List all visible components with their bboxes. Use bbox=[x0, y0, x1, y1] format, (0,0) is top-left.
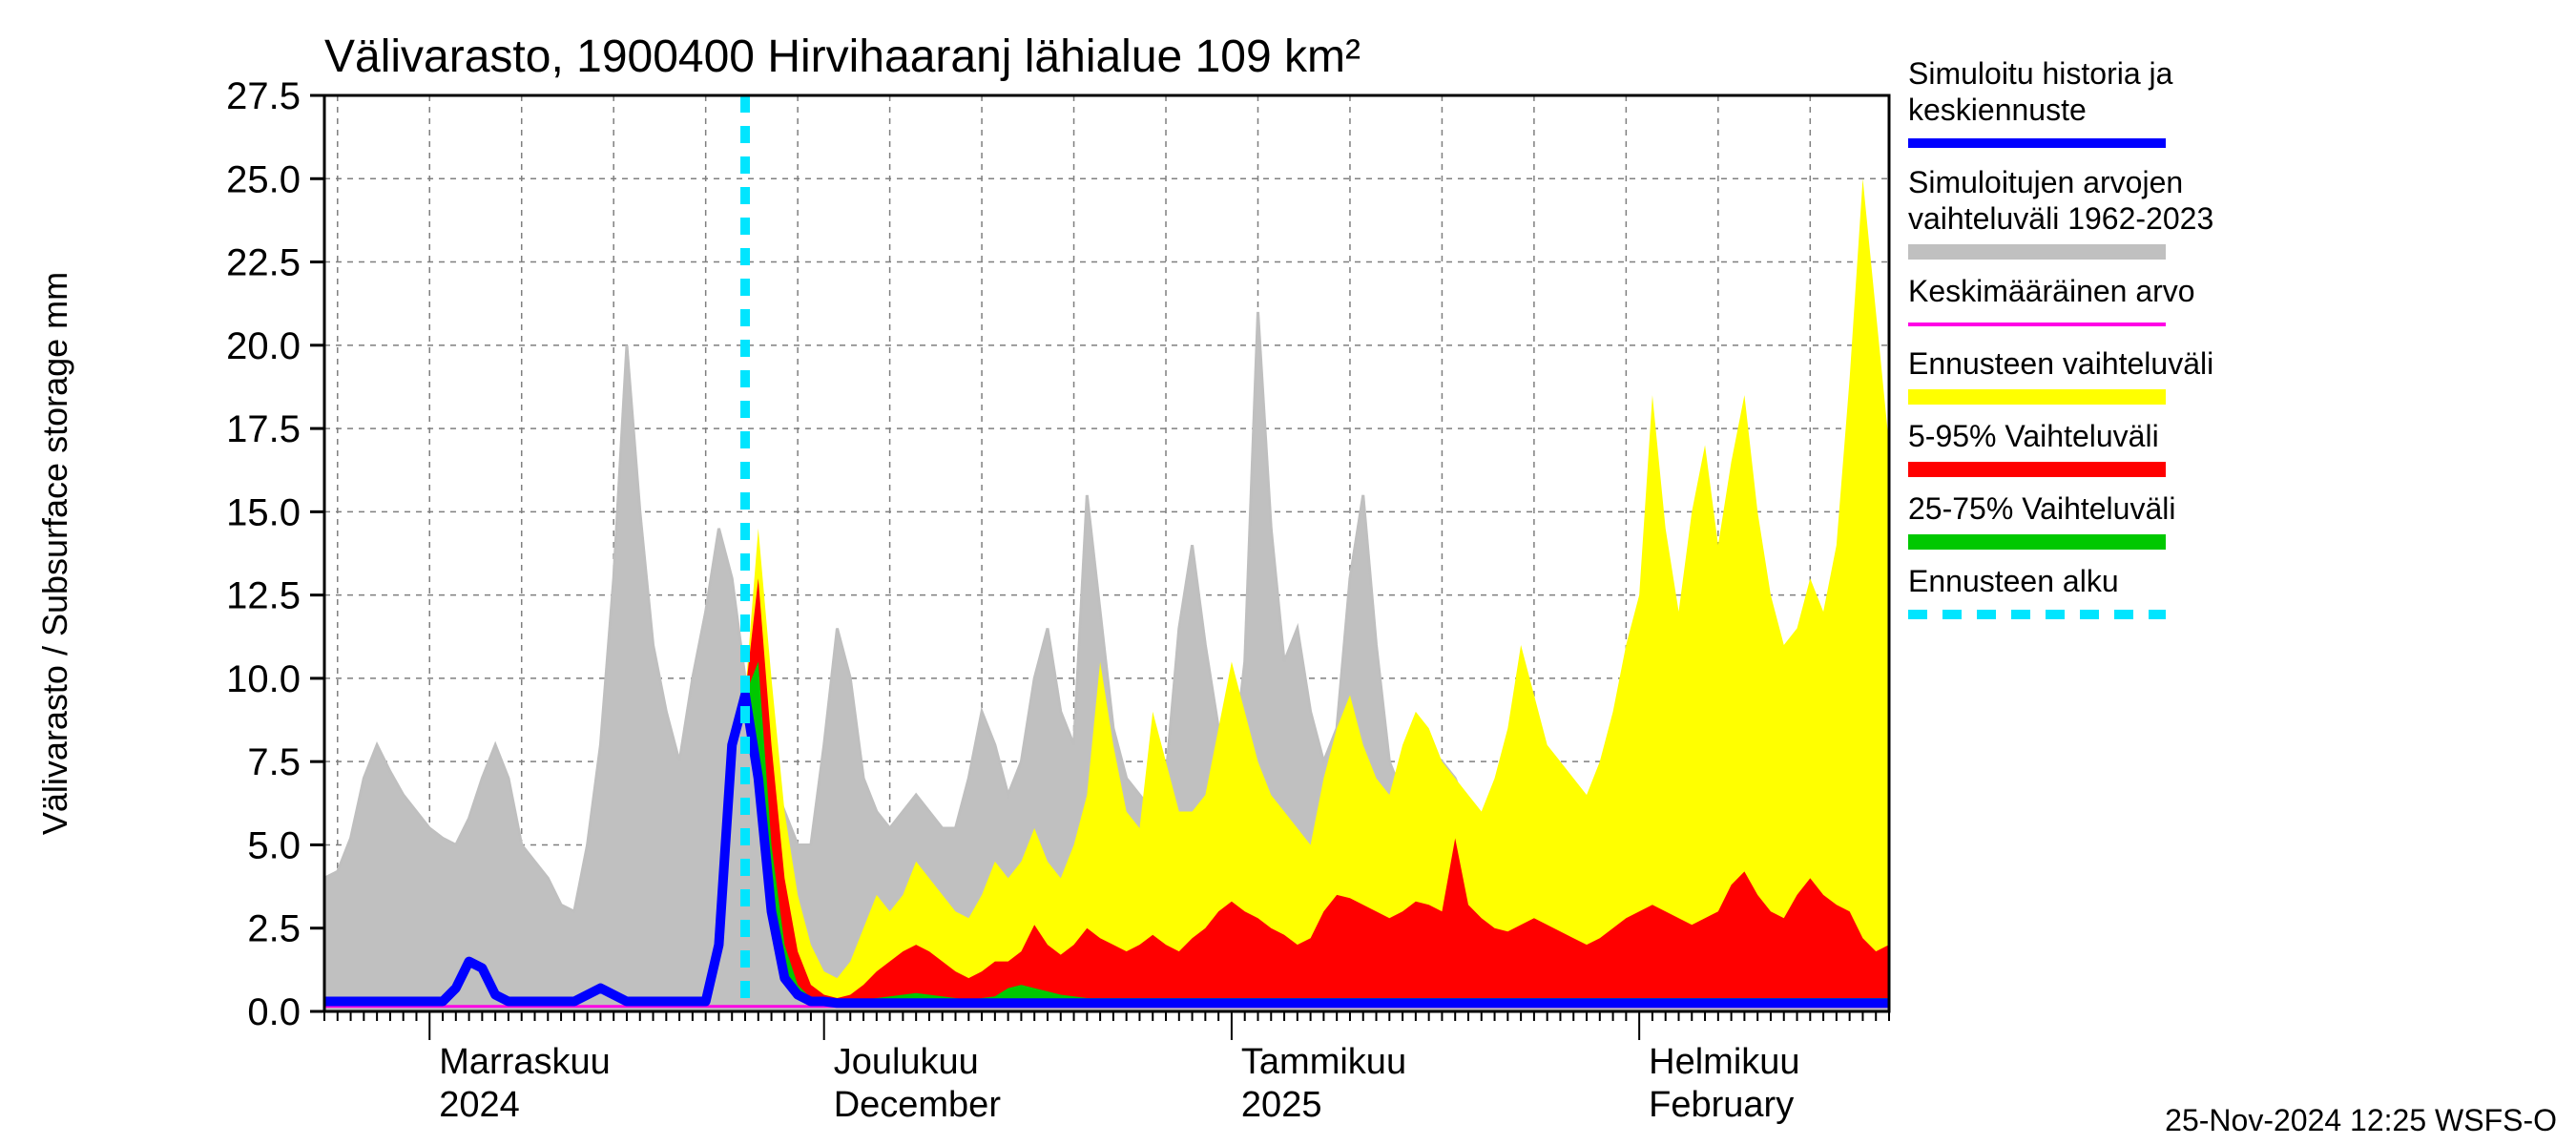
ytick-label: 10.0 bbox=[226, 658, 301, 700]
x-month-label-top: Marraskuu bbox=[439, 1042, 610, 1082]
legend-swatch bbox=[1908, 534, 2166, 550]
ytick-label: 12.5 bbox=[226, 575, 301, 617]
ytick-label: 22.5 bbox=[226, 242, 301, 284]
legend-label: Ennusteen alku bbox=[1908, 564, 2119, 598]
ytick-label: 20.0 bbox=[226, 325, 301, 367]
legend-label: Ennusteen vaihteluväli bbox=[1908, 346, 2213, 381]
legend-swatch bbox=[1908, 244, 2166, 260]
ytick-label: 7.5 bbox=[247, 741, 301, 783]
x-month-label-bottom: February bbox=[1649, 1085, 1794, 1125]
legend-label: keskiennuste bbox=[1908, 93, 2087, 127]
y-axis-label: Välivarasto / Subsurface storage mm bbox=[35, 272, 74, 835]
legend-label: vaihteluväli 1962-2023 bbox=[1908, 201, 2213, 236]
legend-swatch bbox=[1908, 389, 2166, 405]
x-month-label-bottom: 2024 bbox=[439, 1085, 520, 1125]
x-month-label-top: Tammikuu bbox=[1241, 1042, 1406, 1082]
x-month-label-top: Joulukuu bbox=[834, 1042, 979, 1082]
legend-label: Simuloitujen arvojen bbox=[1908, 165, 2183, 199]
ytick-label: 0.0 bbox=[247, 991, 301, 1033]
hydrology-chart: 0.0 2.5 5.0 7.5 10.0 12.5 15.0 17.5 20.0 22.5 25.0… bbox=[0, 0, 2576, 1145]
ytick-label: 27.5 bbox=[226, 75, 301, 117]
ytick-label: 25.0 bbox=[226, 158, 301, 200]
legend-label: Keskimääräinen arvo bbox=[1908, 274, 2195, 308]
ytick-label: 2.5 bbox=[247, 908, 301, 950]
ytick-label: 17.5 bbox=[226, 408, 301, 450]
x-month-label-bottom: December bbox=[834, 1085, 1002, 1125]
legend-label: 5-95% Vaihteluväli bbox=[1908, 419, 2159, 453]
x-month-label-bottom: 2025 bbox=[1241, 1085, 1322, 1125]
footer-timestamp: 25-Nov-2024 12:25 WSFS-O bbox=[2165, 1103, 2557, 1137]
legend-label: Simuloitu historia ja bbox=[1908, 56, 2173, 91]
x-month-label-top: Helmikuu bbox=[1649, 1042, 1799, 1082]
chart-title: Välivarasto, 1900400 Hirvihaaranj lähial… bbox=[324, 31, 1361, 82]
ytick-label: 15.0 bbox=[226, 491, 301, 533]
ytick-label: 5.0 bbox=[247, 824, 301, 866]
legend-swatch bbox=[1908, 462, 2166, 477]
legend-label: 25-75% Vaihteluväli bbox=[1908, 491, 2175, 526]
